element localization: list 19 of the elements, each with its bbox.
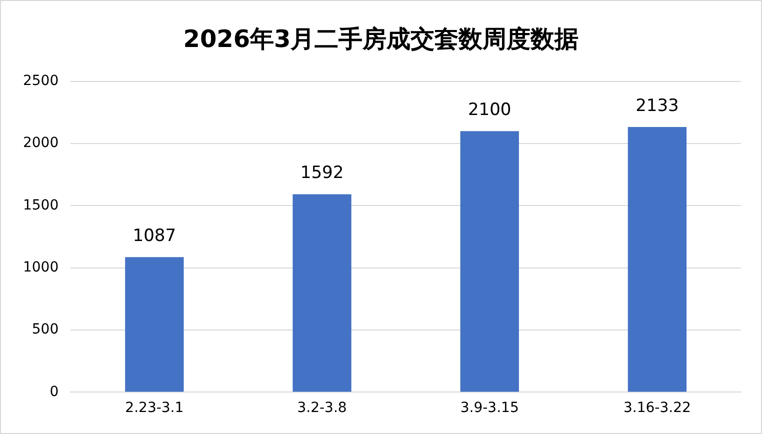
x-tick-label: 3.16-3.22	[624, 400, 691, 416]
x-tick-label: 3.9-3.15	[460, 400, 519, 416]
x-tick-label: 3.2-3.8	[297, 400, 347, 416]
chart-title: 2026年3月二手房成交套数周度数据	[182, 24, 580, 55]
data-label: 1087	[132, 226, 176, 246]
y-tick-label: 0	[50, 384, 59, 400]
y-tick-label: 500	[32, 322, 59, 338]
bar	[628, 127, 687, 392]
x-tick-label: 2.23-3.1	[125, 400, 184, 416]
y-tick-label: 1000	[22, 260, 59, 276]
data-label: 2100	[468, 100, 512, 120]
data-label: 1592	[300, 163, 344, 184]
bar	[292, 194, 352, 392]
bar	[125, 257, 184, 392]
y-tick-label: 1500	[22, 197, 59, 214]
data-label: 2133	[636, 96, 679, 116]
y-tick-label: 2500	[22, 73, 59, 90]
bar	[460, 131, 519, 392]
y-tick-label: 2000	[22, 135, 59, 152]
